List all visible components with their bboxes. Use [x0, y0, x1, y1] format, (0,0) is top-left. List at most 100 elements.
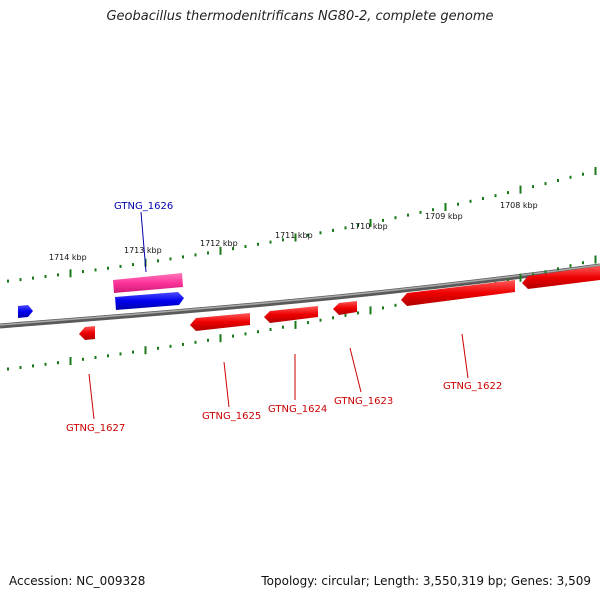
lower-scale-tick [319, 318, 322, 322]
lower-scale-tick [269, 328, 272, 331]
gene-gtng-1624[interactable] [264, 306, 318, 323]
genome-summary-text: Topology: circular; Length: 3,550,319 bp… [261, 574, 591, 588]
lower-scale-tick [532, 273, 534, 277]
lower-scale-tick [307, 321, 309, 325]
upper-scale-tick [69, 269, 72, 278]
upper-scale-tick [494, 194, 497, 198]
gene-gtng-1623[interactable] [333, 301, 357, 315]
map-title: Geobacillus thermodenitrificans NG80-2, … [106, 9, 494, 24]
accession-text: Accession: NC_009328 [9, 574, 146, 588]
lower-scale-tick [82, 357, 84, 361]
upper-scale-tick [482, 197, 484, 200]
lower-scale-tick [394, 303, 397, 307]
tick-label-1712: 1712 kbp [200, 239, 238, 248]
lower-scale-tick [582, 261, 584, 265]
lower-scale-tick [344, 313, 347, 317]
lower-scale-tick [7, 367, 9, 371]
upper-scale-tick [194, 253, 197, 257]
lower-scale-tick [382, 306, 384, 310]
lower-scale-tick [282, 325, 284, 329]
leader-gtng-1627 [88, 373, 95, 420]
leader-gtng-1626 [140, 211, 147, 273]
lower-scale-tick [332, 316, 334, 320]
lower-scale-tick [119, 352, 122, 356]
gene-gtng-1626[interactable] [115, 292, 184, 310]
upper-scale-tick [57, 273, 59, 277]
lower-scale-tick [544, 270, 547, 274]
upper-scale-tick [7, 279, 9, 283]
upper-scale-tick [469, 199, 472, 203]
upper-scale-tick [407, 213, 409, 217]
tick-label-1711: 1711 kbp [275, 231, 313, 240]
tick-label-1710: 1710 kbp [350, 222, 388, 231]
lower-scale-tick [32, 364, 34, 368]
upper-scale-tick [307, 233, 309, 237]
upper-scale-tick [82, 270, 84, 274]
label-gtng-1622: GTNG_1622 [443, 381, 502, 392]
lower-scale-tick [569, 264, 572, 268]
lower-scale-tick [132, 350, 134, 354]
tick-label-1714: 1714 kbp [49, 253, 87, 262]
lower-scale-tick [294, 320, 297, 329]
lower-scale-tick [519, 273, 522, 282]
upper-scale-tick [294, 233, 297, 242]
upper-scale-tick [119, 264, 122, 268]
upper-scale-tick [319, 231, 322, 235]
upper-scale-tick [244, 245, 247, 248]
upper-scale-tick [107, 266, 109, 270]
lower-scale-tick [257, 330, 259, 334]
gene-reverse-partial[interactable] [522, 266, 600, 289]
leader-gtng-1622 [461, 333, 469, 379]
upper-scale-tick [369, 218, 372, 227]
label-gtng-1626: GTNG_1626 [114, 201, 173, 212]
lower-scale-tick [57, 361, 59, 365]
upper-scale-tick [457, 202, 459, 206]
genome-backbone-highlight [0, 264, 600, 326]
upper-scale-tick [394, 216, 397, 220]
upper-scale-tick [219, 246, 222, 255]
tick-label-1713: 1713 kbp [124, 246, 162, 255]
upper-scale-tick [344, 226, 347, 230]
gene-gtng-1627[interactable] [79, 326, 95, 340]
upper-scale-tick [332, 228, 334, 232]
upper-scale-tick [232, 247, 234, 251]
upper-scale-tick [182, 255, 184, 259]
upper-scale-tick [32, 276, 34, 280]
lower-scale-tick [144, 346, 147, 355]
upper-scale-tick [19, 278, 22, 282]
upper-scale-tick [132, 263, 134, 267]
upper-scale-tick [357, 224, 359, 227]
label-gtng-1625: GTNG_1625 [202, 411, 261, 422]
upper-scale-tick [94, 268, 97, 272]
tick-label-1708: 1708 kbp [500, 201, 538, 210]
upper-scale-tick [532, 185, 534, 189]
lower-scale-tick [232, 334, 234, 338]
upper-scale-tick [44, 275, 47, 278]
upper-scale-tick [157, 259, 159, 263]
upper-scale-tick [382, 218, 384, 222]
lower-scale-tick [44, 362, 47, 366]
lower-scale-tick [507, 279, 509, 283]
gene-gtng-1625[interactable] [190, 313, 250, 331]
upper-scale-tick [207, 251, 209, 255]
lower-scale-tick [169, 344, 172, 348]
label-gtng-1624: GTNG_1624 [268, 404, 327, 415]
upper-scale-tick [169, 257, 172, 261]
lower-scale-tick [107, 354, 109, 358]
upper-scale-tick [582, 172, 584, 176]
tick-label-1709: 1709 kbp [425, 212, 463, 221]
gene-gtng-1622[interactable] [401, 280, 515, 306]
upper-scale-tick [257, 242, 259, 246]
gene-gtng-1626-highlight[interactable] [113, 273, 183, 293]
upper-scale-tick [432, 208, 434, 212]
upper-scale-tick [557, 179, 559, 182]
lower-scale-tick [369, 306, 372, 315]
upper-scale-tick [519, 185, 522, 194]
lower-scale-tick [219, 334, 222, 343]
lower-scale-tick [557, 267, 559, 271]
gene-forward-partial[interactable] [18, 305, 33, 318]
upper-scale-tick [594, 167, 597, 175]
upper-scale-ticks [7, 167, 597, 283]
lower-scale-tick [244, 332, 247, 336]
